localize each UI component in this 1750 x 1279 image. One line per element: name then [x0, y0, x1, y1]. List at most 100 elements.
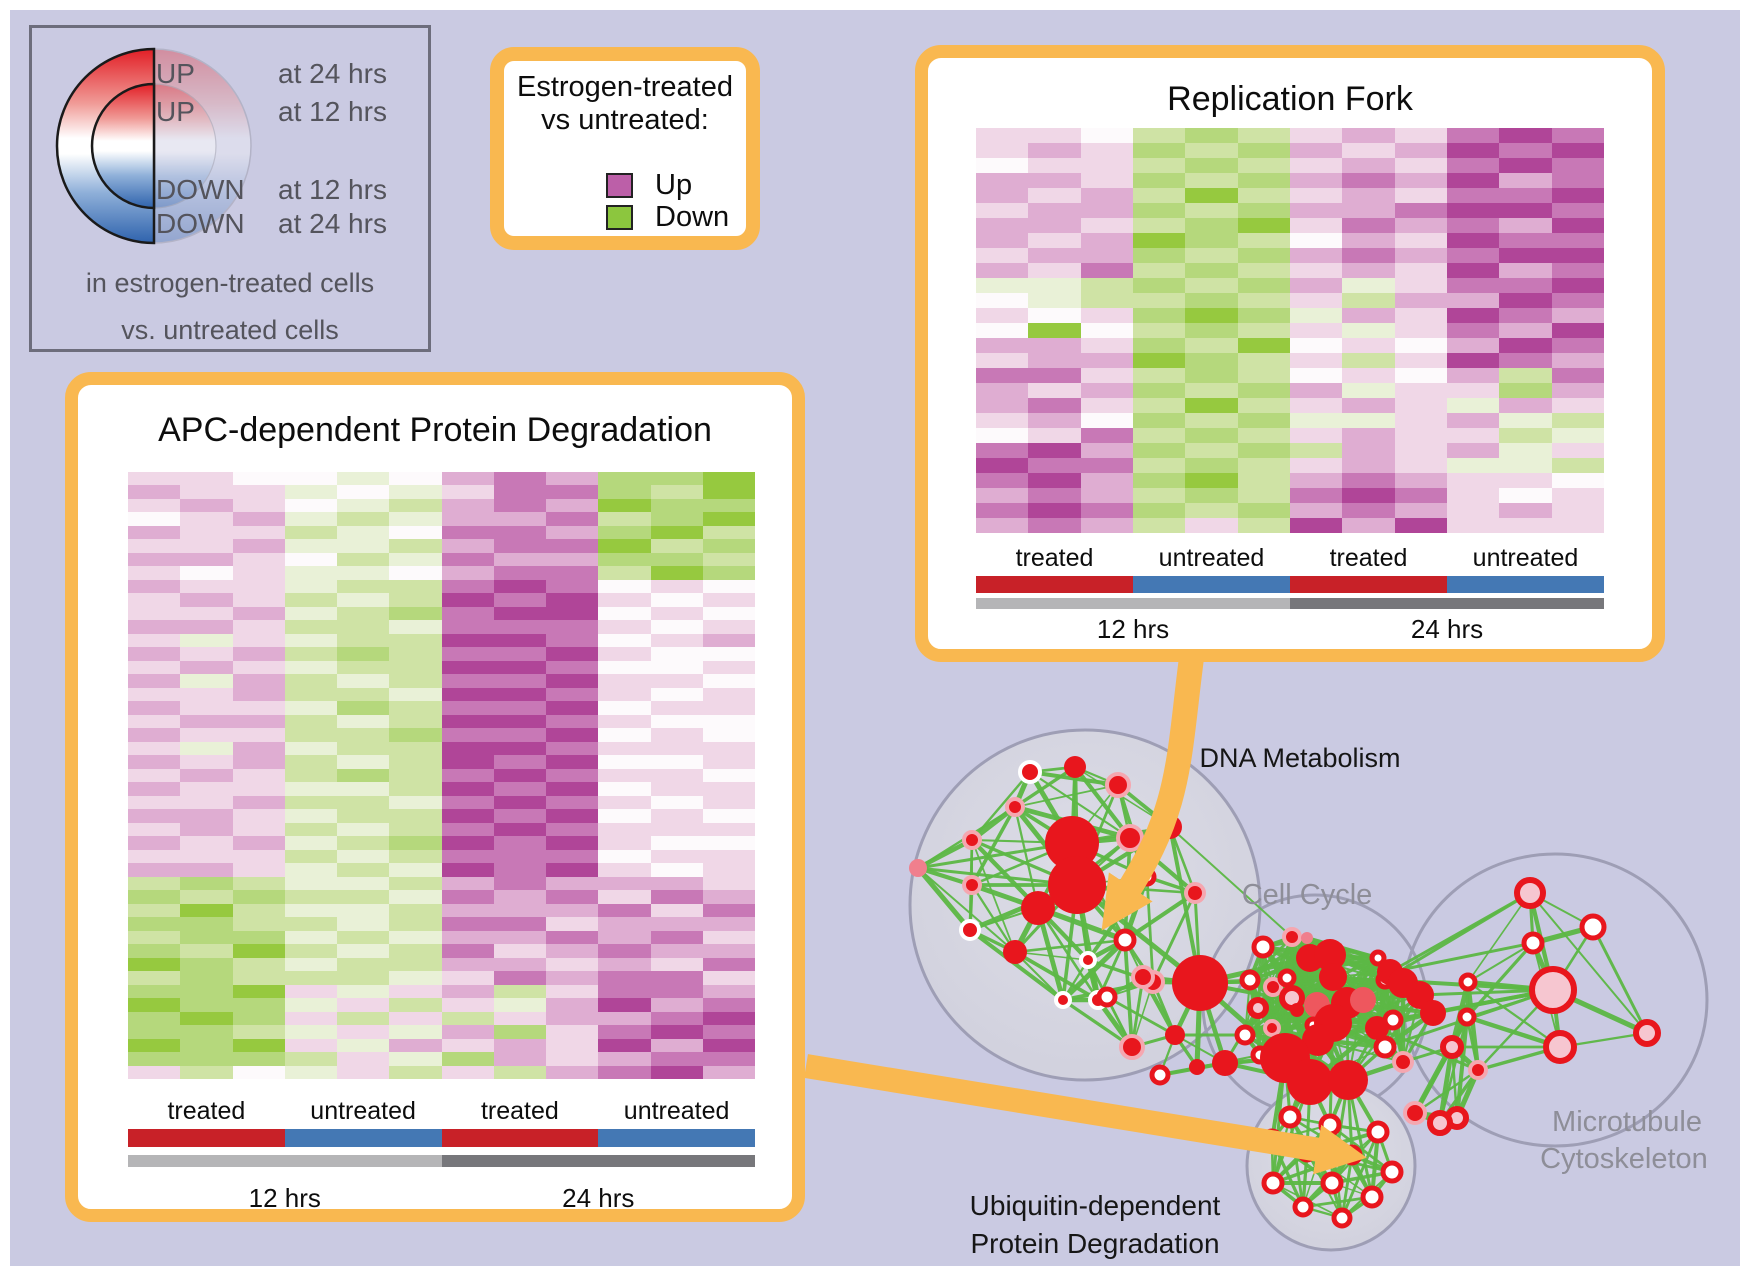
heatmap-cell	[441, 957, 494, 972]
heatmap-cell	[1185, 308, 1238, 323]
heatmap-cell	[1551, 248, 1604, 263]
heatmap-cell	[441, 741, 494, 756]
heatmap-cell	[1551, 293, 1604, 308]
heatmap-cell	[650, 876, 703, 891]
scale-row-direction: DOWN	[156, 174, 245, 205]
heatmap-cell	[1289, 338, 1343, 353]
heatmap-cell	[337, 836, 390, 850]
heatmap-cell	[1080, 323, 1133, 338]
heatmap-cell	[1028, 203, 1081, 218]
heatmap-cell	[1342, 203, 1395, 218]
heatmap-cell	[284, 1025, 337, 1039]
heatmap-cell	[389, 930, 442, 945]
heatmap-cell	[1551, 188, 1604, 203]
heatmap-cell	[702, 876, 755, 891]
heatmap-cell	[337, 525, 390, 540]
heatmap-cell	[702, 809, 755, 823]
heatmap-cell	[284, 525, 337, 540]
heatmap-cell	[284, 1052, 337, 1066]
heatmap-cell	[232, 957, 285, 972]
heatmap-cell	[441, 566, 494, 580]
heatmap-cell	[493, 728, 546, 742]
heatmap-cell	[128, 890, 181, 904]
heatmap-cell	[1342, 218, 1395, 233]
heatmap-cell	[702, 674, 755, 688]
heatmap-cell	[702, 1011, 755, 1026]
heatmap-cell	[441, 647, 494, 661]
heatmap-cell	[128, 566, 181, 580]
heatmap-cell	[1289, 413, 1343, 428]
heatmap-cell	[702, 498, 755, 513]
heatmap-cell	[337, 566, 390, 580]
heatmap-cell	[702, 647, 755, 661]
heatmap-cell	[1446, 188, 1500, 203]
heatmap-cell	[598, 957, 651, 972]
heatmap-cell	[976, 503, 1029, 518]
heatmap-cell	[232, 1052, 285, 1066]
replication-fork-panel: Replication Fork treated untreated treat…	[915, 45, 1665, 662]
heatmap-cell	[598, 687, 651, 702]
heatmap-cell	[493, 633, 546, 648]
heatmap-cell	[389, 917, 442, 931]
heatmap-cell	[389, 579, 442, 594]
heatmap-cell	[180, 701, 233, 715]
heatmap-cell	[180, 1065, 233, 1079]
heatmap-cell	[546, 539, 599, 553]
heatmap-cell	[1551, 278, 1604, 293]
time-bar	[976, 598, 1604, 609]
heatmap-cell	[598, 1038, 651, 1053]
heatmap-cell	[389, 809, 442, 823]
heatmap-cell	[1446, 458, 1500, 473]
heatmap-cell	[702, 930, 755, 945]
heatmap-cell	[1394, 443, 1447, 458]
heatmap-cell	[284, 674, 337, 688]
heatmap-cell	[128, 620, 181, 634]
heatmap-cell	[1289, 368, 1343, 383]
heatmap-cell	[493, 579, 546, 594]
24hr-label: 24 hrs	[562, 1183, 635, 1213]
heatmap-cell	[1028, 413, 1081, 428]
heatmap-cell	[1237, 473, 1290, 488]
heatmap-cell	[1132, 443, 1186, 458]
heatmap-cell	[232, 782, 285, 796]
heatmap-cell	[232, 849, 285, 864]
heatmap-cell	[546, 836, 599, 850]
heatmap-cell	[128, 998, 181, 1012]
heatmap-cell	[337, 971, 390, 985]
heatmap-cell	[1185, 323, 1238, 338]
heatmap-cell	[1499, 488, 1552, 503]
heatmap-cell	[702, 579, 755, 594]
heatmap-cell	[493, 998, 546, 1012]
heatmap-cell	[441, 971, 494, 985]
heatmap-cell	[1185, 473, 1238, 488]
heatmap-cell	[1446, 278, 1500, 293]
heatmap-cell	[650, 971, 703, 985]
heatmap-cell	[232, 512, 285, 526]
heatmap-cell	[702, 701, 755, 715]
heatmap-cell	[337, 1011, 390, 1026]
heatmap-cell	[1132, 188, 1186, 203]
heatmap-cell	[232, 930, 285, 945]
heatmap-cell	[598, 1065, 651, 1079]
heatmap-cell	[1551, 263, 1604, 278]
heatmap-cell	[128, 539, 181, 553]
heatmap-cell	[284, 822, 337, 837]
heatmap-cell	[1185, 488, 1238, 503]
heatmap-cell	[1446, 338, 1500, 353]
heatmap-cell	[232, 836, 285, 850]
heatmap-cell	[232, 1038, 285, 1053]
heatmap-cell	[389, 836, 442, 850]
heatmap-cell	[1499, 503, 1552, 518]
heatmap-cell	[337, 714, 390, 729]
heatmap-cell	[702, 728, 755, 742]
down-label: Down	[655, 201, 730, 233]
heatmap-cell	[389, 849, 442, 864]
heatmap-cell	[546, 593, 599, 607]
heatmap-cell	[1394, 383, 1447, 398]
heatmap-cell	[976, 413, 1029, 428]
heatmap-cell	[1499, 458, 1552, 473]
heatmap-cell	[1028, 218, 1081, 233]
heatmap-cell	[441, 606, 494, 621]
heatmap-cell	[284, 485, 337, 499]
24hr-label: 24 hrs	[1410, 614, 1484, 644]
